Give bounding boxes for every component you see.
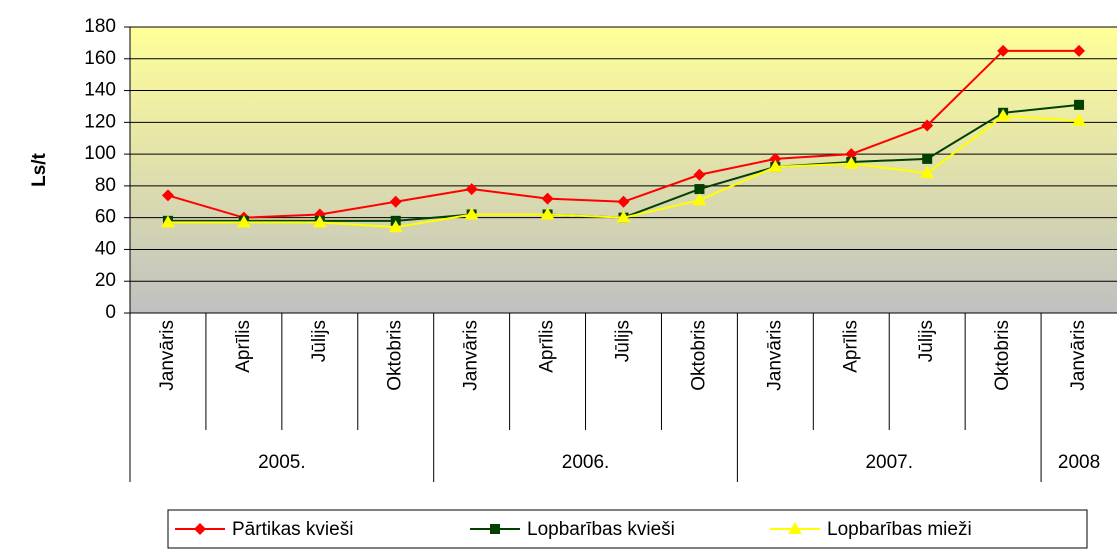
data-point (465, 183, 478, 196)
legend-label: Lopbarības mieži (827, 519, 972, 540)
y-tick-label: 140 (84, 80, 116, 101)
x-tick-label: Aprīlis (537, 320, 558, 373)
data-point (617, 195, 630, 208)
data-point (1072, 113, 1087, 126)
data-point (997, 44, 1010, 57)
x-tick-label: Janvāris (1068, 320, 1089, 391)
data-point (160, 215, 175, 228)
x-tick-label: Janvāris (764, 320, 785, 391)
legend-marker (194, 523, 206, 535)
data-point (768, 159, 783, 172)
x-tick-label: Janvāris (461, 320, 482, 391)
y-tick-label: 100 (84, 143, 116, 164)
y-tick-label: 120 (84, 111, 116, 132)
y-axis-label: Ls/t (29, 152, 50, 186)
data-point (540, 207, 555, 220)
data-point (464, 207, 479, 220)
data-point (541, 192, 554, 205)
y-tick-label: 60 (95, 207, 116, 228)
data-point (844, 156, 859, 169)
data-point (1073, 44, 1086, 57)
group-label: 2008 (1058, 452, 1100, 473)
x-tick-label: Oktobris (992, 320, 1013, 391)
legend-box (167, 509, 1088, 549)
data-point (996, 108, 1011, 121)
group-label: 2006. (562, 452, 610, 473)
group-label: 2005. (258, 452, 306, 473)
x-tick-label: Oktobris (385, 320, 406, 391)
y-tick-label: 40 (95, 238, 116, 259)
data-point (1074, 99, 1085, 110)
x-tick-label: Oktobris (688, 320, 709, 391)
y-tick-label: 20 (95, 270, 116, 291)
data-point (161, 189, 174, 202)
data-point (693, 168, 706, 181)
data-point (312, 215, 327, 228)
legend-marker (490, 524, 500, 534)
plot-area (130, 27, 1117, 313)
y-tick-label: 180 (84, 16, 116, 37)
x-tick-label: Jūlijs (309, 320, 330, 362)
data-point (922, 153, 933, 164)
data-point (694, 184, 705, 195)
x-tick-label: Aprīlis (840, 320, 861, 373)
x-tick-label: Jūlijs (916, 320, 937, 362)
legend-label: Pārtikas kvieši (232, 519, 353, 540)
data-point (692, 193, 707, 206)
data-point (921, 119, 934, 132)
legend-marker (788, 522, 802, 534)
group-label: 2007. (865, 452, 913, 473)
data-point (389, 195, 402, 208)
y-tick-label: 160 (84, 48, 116, 69)
data-point (236, 215, 251, 228)
y-tick-label: 80 (95, 175, 116, 196)
x-tick-label: Aprīlis (233, 320, 254, 373)
data-point (388, 220, 403, 233)
x-tick-label: Janvāris (157, 320, 178, 391)
data-point (920, 166, 935, 179)
x-tick-label: Jūlijs (613, 320, 634, 362)
legend-label: Lopbarības kvieši (527, 519, 675, 540)
y-tick-label: 0 (105, 302, 116, 323)
data-point (616, 210, 631, 223)
